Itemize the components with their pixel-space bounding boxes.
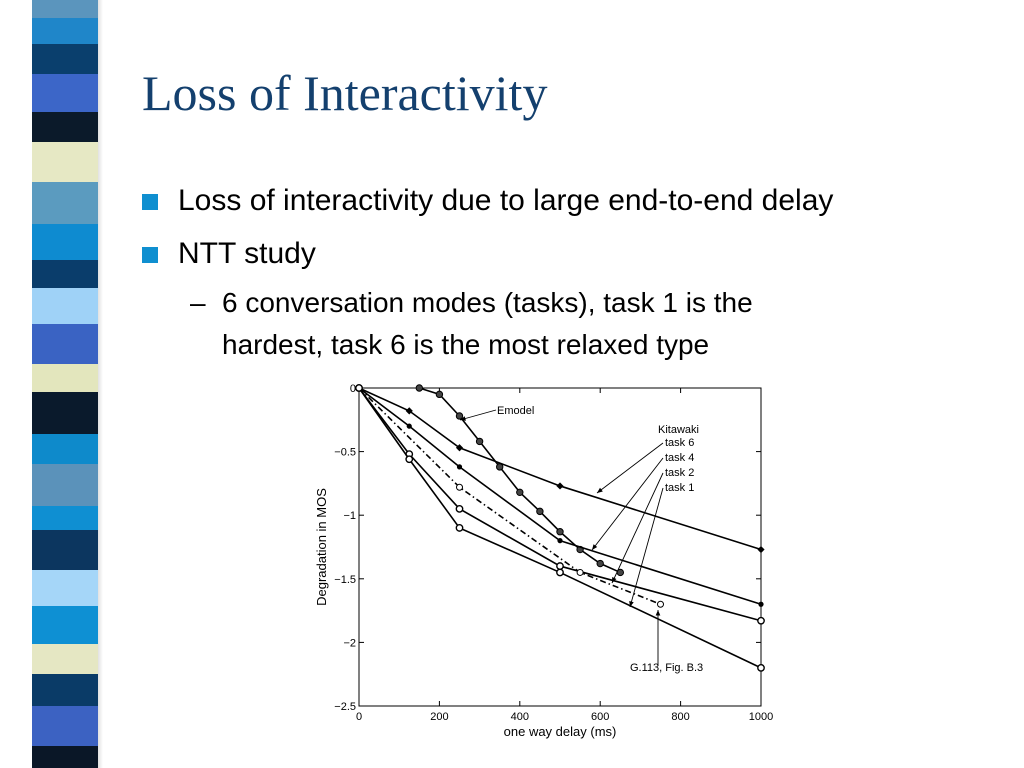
x-tick-label: 200 [430, 711, 448, 723]
stripe-block [32, 112, 98, 142]
y-tick-label: −1 [343, 510, 356, 522]
x-tick-label: 400 [511, 711, 529, 723]
y-tick-label: 0 [350, 383, 356, 395]
data-point [758, 601, 764, 607]
stripe-block [32, 364, 98, 392]
annotation-task-2: task 2 [665, 467, 694, 479]
annotation-kitawaki: Kitawaki [658, 424, 699, 436]
stripe-block [32, 530, 98, 570]
x-tick-label: 1000 [749, 711, 773, 723]
annotation-leader [611, 472, 664, 584]
data-point [405, 455, 414, 464]
bullet-square-icon [142, 247, 158, 263]
data-point [355, 384, 363, 392]
data-point [435, 390, 444, 399]
data-point [455, 524, 464, 532]
delay-mos-chart: 0 200 400 600 800 1000 0 −0.5 −1 −1.5 −2 −2.5 one w… [314, 383, 773, 739]
stripe-block [32, 260, 98, 288]
y-tick-label: −2.5 [334, 701, 356, 713]
bullet-text: Loss of interactivity due to large end-t… [178, 184, 834, 217]
stripe-block [32, 746, 98, 768]
stripe-block [32, 464, 98, 506]
x-tick-label: 800 [671, 711, 689, 723]
plot-frame [358, 387, 762, 707]
data-point [556, 568, 564, 577]
stripe-block [32, 506, 98, 530]
data-point [596, 559, 604, 568]
annotation-task-1: task 1 [665, 482, 694, 494]
annotation-arrowhead [592, 544, 598, 550]
annotation-emodel: Emodel [497, 405, 534, 417]
annotation-task-4: task 4 [665, 452, 694, 464]
annotation-arrowhead [612, 577, 617, 583]
data-point [757, 616, 765, 625]
y-tick-label: −0.5 [334, 447, 356, 459]
data-point [456, 464, 463, 470]
x-tick-label: 0 [356, 711, 362, 723]
annotation-arrowhead [629, 601, 634, 607]
data-point [475, 437, 484, 446]
data-point [757, 545, 765, 554]
bullet-text: NTT study [178, 237, 316, 270]
data-point [415, 384, 424, 392]
data-point [556, 562, 564, 570]
y-tick-label: −2 [343, 637, 356, 649]
sub-bullet-dash: – [190, 287, 206, 318]
annotation-task-6: task 6 [665, 437, 694, 449]
annotation-g113: G.113, Fig. B.3 [630, 662, 703, 674]
stripe-block [32, 18, 98, 44]
annotation-arrowhead [597, 487, 603, 493]
stripe-block [32, 706, 98, 746]
annotation-arrowhead [460, 416, 466, 421]
data-point [455, 444, 464, 452]
stripe-block [32, 606, 98, 644]
stripe-block [32, 142, 98, 182]
data-point [406, 423, 412, 429]
data-point [657, 600, 664, 608]
stripe-block [32, 674, 98, 706]
stripe-block [32, 288, 98, 324]
stripe-block [32, 74, 98, 112]
annotation-leader [459, 409, 497, 421]
slide-title: Loss of Interactivity [142, 65, 548, 121]
stripe-block [32, 44, 98, 74]
stripe-block [32, 434, 98, 464]
stripe-block [32, 570, 98, 606]
data-point [516, 488, 524, 497]
stripe-block [32, 224, 98, 260]
annotation-arrowhead [655, 610, 661, 616]
stripe-block [32, 644, 98, 674]
stripe-block [32, 392, 98, 434]
data-point [405, 407, 413, 415]
stripe-shadow [98, 0, 103, 768]
y-tick-label: −1.5 [334, 574, 356, 586]
x-tick-label: 600 [591, 711, 609, 723]
data-point [456, 483, 463, 491]
annotation-leader [596, 442, 664, 494]
data-point [455, 412, 464, 420]
bullet-square-icon [142, 194, 158, 210]
data-point [757, 663, 765, 672]
series-line-5 [358, 387, 661, 605]
data-point [455, 504, 464, 513]
figure-container: 0 200 400 600 800 1000 0 −0.5 −1 −1.5 −2 −2.5 one w… [300, 378, 790, 748]
x-axis-label: one way delay (ms) [504, 724, 617, 739]
sub-bullet-line: hardest, task 6 is the most relaxed type [222, 329, 710, 360]
annotation-leader [629, 487, 664, 608]
annotation-leader [591, 457, 664, 551]
data-point [557, 538, 563, 544]
stripe-block [32, 182, 98, 224]
data-point [576, 568, 584, 576]
data-point [556, 528, 564, 536]
stripe-block [32, 0, 98, 18]
sub-bullet-line: 6 conversation modes (tasks), task 1 is … [222, 287, 753, 318]
y-axis-label: Degradation in MOS [314, 488, 329, 606]
decorative-stripe [32, 0, 98, 768]
data-point [536, 507, 544, 516]
stripe-block [32, 324, 98, 364]
